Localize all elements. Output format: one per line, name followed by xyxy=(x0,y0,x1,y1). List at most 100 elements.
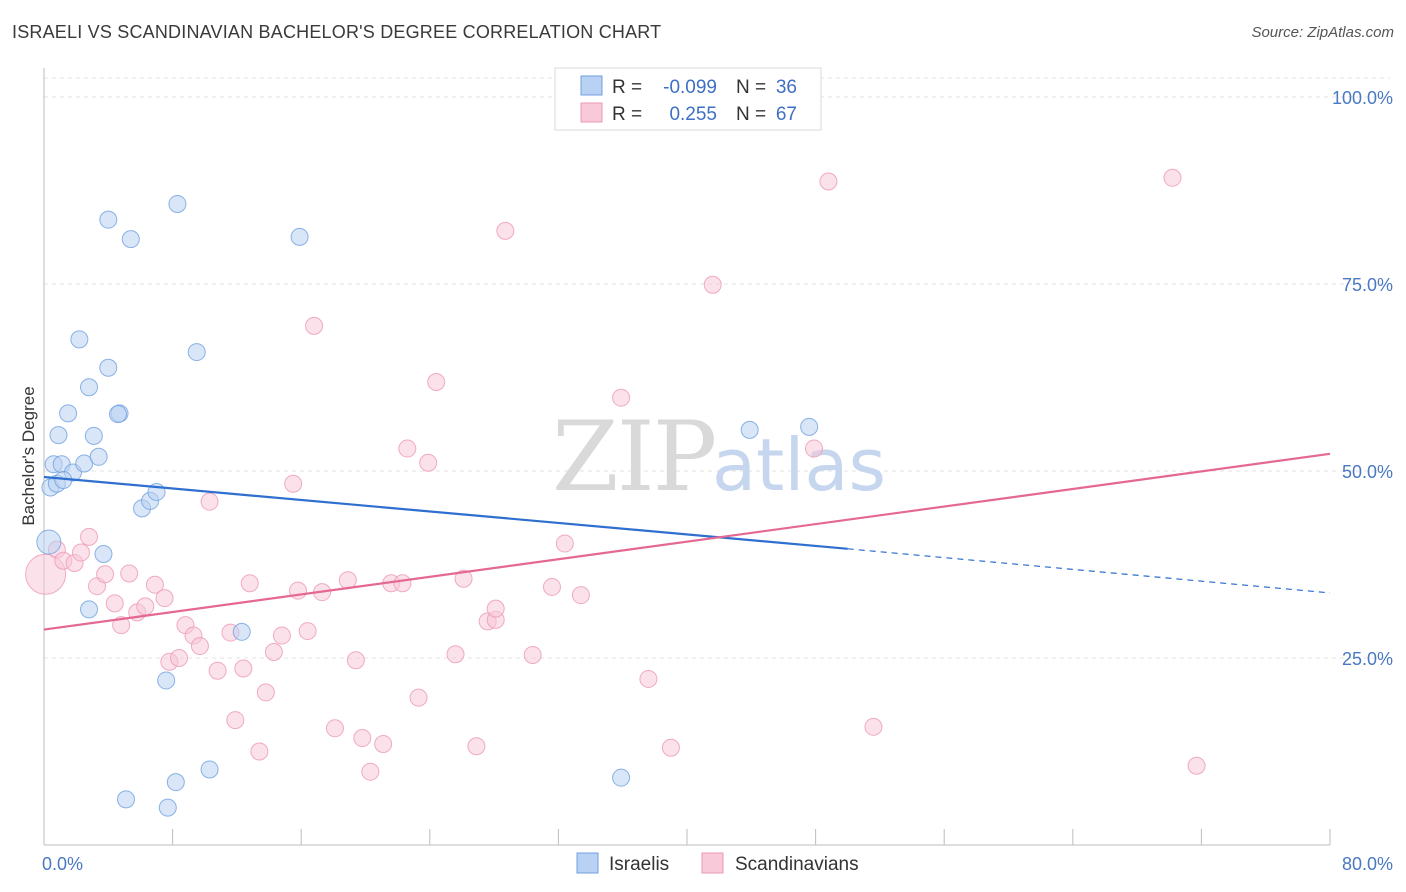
y-tick-labels: 100.0% 75.0% 50.0% 25.0% xyxy=(1332,88,1393,669)
legend-swatch-israelis xyxy=(576,852,599,874)
point-israelis xyxy=(80,378,99,397)
point-israelis xyxy=(290,227,309,246)
point-scandinavians xyxy=(200,492,219,511)
point-scandinavians xyxy=(240,574,259,593)
point-scandinavians xyxy=(703,275,722,294)
point-scandinavians xyxy=(419,453,438,472)
point-israelis xyxy=(70,330,89,349)
point-israelis xyxy=(612,768,631,787)
point-scandinavians xyxy=(409,688,428,707)
watermark-zip: ZIP xyxy=(552,401,715,513)
point-scandinavians xyxy=(486,599,505,618)
point-scandinavians xyxy=(1163,168,1182,187)
point-scandinavians xyxy=(272,626,291,645)
point-israelis xyxy=(121,230,140,249)
x-tick-label: 80.0% xyxy=(1342,854,1393,874)
point-scandinavians xyxy=(346,651,365,670)
point-scandinavians xyxy=(208,661,227,680)
chart-title: ISRAELI VS SCANDINAVIAN BACHELOR'S DEGRE… xyxy=(12,22,662,42)
point-scandinavians xyxy=(427,372,446,391)
point-scandinavians xyxy=(96,565,115,584)
point-scandinavians xyxy=(190,637,209,656)
x-tick-label: 0.0% xyxy=(42,854,83,874)
point-israelis xyxy=(800,417,819,436)
source-credit: Source: ZipAtlas.com xyxy=(1251,24,1394,41)
point-israelis xyxy=(99,210,118,229)
point-scandinavians xyxy=(1187,756,1206,775)
point-scandinavians xyxy=(454,569,473,588)
grid-lines xyxy=(44,77,1390,659)
trend-line-israelis-extension xyxy=(847,548,1331,594)
point-scandinavians xyxy=(353,729,372,748)
point-scandinavians xyxy=(325,719,344,738)
point-scandinavians xyxy=(864,717,883,736)
point-israelis xyxy=(158,798,177,817)
point-scandinavians xyxy=(145,575,164,594)
y-tick-label: 50.0% xyxy=(1342,462,1393,482)
point-scandinavians xyxy=(105,594,124,613)
point-scandinavians xyxy=(250,742,269,761)
point-scandinavians xyxy=(523,646,542,665)
point-scandinavians xyxy=(264,643,283,662)
legend-swatch-scandinavians xyxy=(580,102,603,123)
x-tick-labels: 0.0% 80.0% xyxy=(42,854,1393,874)
watermark: ZIP atlas xyxy=(552,401,886,513)
point-israelis xyxy=(740,420,759,439)
point-scandinavians xyxy=(612,388,631,407)
point-israelis xyxy=(94,545,113,564)
point-scandinavians xyxy=(305,316,324,335)
point-scandinavians xyxy=(446,645,465,664)
point-scandinavians xyxy=(71,543,90,562)
point-israelis xyxy=(59,404,78,423)
legend-label-scandinavians: Scandinavians xyxy=(735,854,859,875)
point-scandinavians xyxy=(234,659,253,678)
point-scandinavians xyxy=(374,735,393,754)
legend-n-value: 36 xyxy=(776,77,797,98)
series-legend: Israelis Scandinavians xyxy=(576,852,859,875)
point-scandinavians xyxy=(496,221,515,240)
point-scandinavians xyxy=(284,474,303,493)
point-israelis xyxy=(84,426,103,445)
point-scandinavians xyxy=(120,564,139,583)
point-israelis xyxy=(89,447,108,466)
point-scandinavians xyxy=(467,737,486,756)
point-scandinavians xyxy=(298,622,317,641)
point-scandinavians xyxy=(226,711,245,730)
y-tick-label: 25.0% xyxy=(1342,649,1393,669)
point-scandinavians xyxy=(170,649,189,667)
legend-n-value: 67 xyxy=(776,104,797,125)
point-scandinavians xyxy=(80,527,99,546)
point-israelis xyxy=(116,790,135,809)
point-scandinavians xyxy=(393,574,412,593)
point-israelis xyxy=(99,358,118,377)
point-israelis xyxy=(168,194,187,213)
legend-r-label: R = xyxy=(612,77,642,98)
point-israelis xyxy=(80,600,99,619)
trend-lines xyxy=(43,452,1331,631)
data-points xyxy=(25,168,1206,817)
point-scandinavians xyxy=(361,762,380,781)
correlation-legend: R = -0.099 N = 36 R = 0.255 N = 67 xyxy=(554,67,822,131)
point-israelis xyxy=(49,426,68,445)
point-israelis xyxy=(166,773,185,792)
legend-swatch-scandinavians xyxy=(701,852,724,874)
legend-r-value: -0.099 xyxy=(663,77,717,98)
trend-line-scandinavians xyxy=(43,452,1331,631)
point-scandinavians xyxy=(542,577,561,596)
point-scandinavians xyxy=(136,597,155,616)
legend-r-value: 0.255 xyxy=(669,104,717,125)
watermark-atlas: atlas xyxy=(712,423,886,507)
point-israelis xyxy=(187,343,206,362)
point-scandinavians xyxy=(819,172,838,191)
y-tick-label: 75.0% xyxy=(1342,275,1393,295)
point-scandinavians xyxy=(112,616,131,635)
legend-n-label: N = xyxy=(736,77,766,98)
legend-r-label: R = xyxy=(612,104,642,125)
y-axis-label: Bachelor's Degree xyxy=(19,386,38,525)
y-tick-label: 100.0% xyxy=(1332,88,1393,108)
axes xyxy=(43,68,1331,846)
legend-n-label: N = xyxy=(736,104,766,125)
trend-line-israelis xyxy=(43,475,848,550)
point-scandinavians xyxy=(256,683,275,702)
point-israelis xyxy=(157,671,176,690)
